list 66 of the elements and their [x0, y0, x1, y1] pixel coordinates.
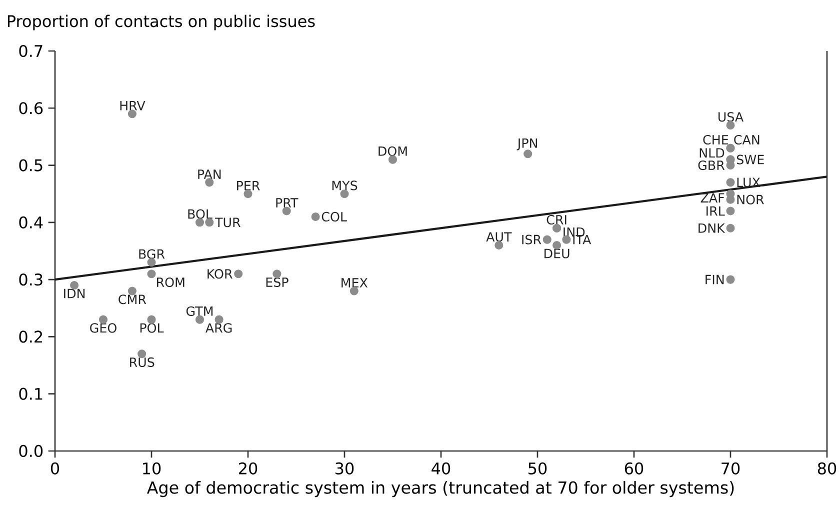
annotation: HRV	[120, 101, 146, 110]
annotation: TUR	[214, 218, 240, 228]
y-tick-label: 0.3	[19, 274, 42, 286]
annotation: GBR	[698, 160, 725, 170]
y-tick-label: 0.0	[19, 444, 43, 458]
annotation: ARG	[206, 323, 232, 333]
x-axis-title: Age of democratic system in years (truncated at 70 for older systems)	[146, 480, 734, 498]
annotation: SWE	[736, 154, 764, 164]
annotation: USA	[718, 112, 744, 122]
annotation: JPN	[516, 138, 538, 150]
annotation: BGR	[139, 249, 165, 259]
y-tick-label: 0.2	[19, 330, 42, 343]
annotation: ZAF	[700, 193, 724, 202]
point	[205, 218, 214, 227]
x-tick-label: 0	[50, 462, 60, 474]
point	[311, 212, 320, 221]
annotation: IRL	[706, 206, 725, 216]
y-axis-title: Proportion of contacts on public issues	[8, 14, 315, 30]
point	[234, 270, 243, 278]
annotation: ESP	[266, 277, 288, 288]
annotation: ROM	[157, 277, 184, 288]
x-tick-label: 40	[432, 462, 450, 474]
y-tick-label: 0.7	[19, 44, 42, 58]
annotation: AUT	[486, 232, 512, 242]
annotation: MYS	[332, 180, 358, 190]
annotation: KOR	[208, 269, 232, 279]
y-tick-label: 0.6	[19, 102, 43, 114]
y-tick-label: 0.4	[19, 216, 43, 228]
point	[726, 206, 735, 216]
annotation: FIN	[706, 274, 724, 284]
y-tick-label: 0.5	[19, 159, 42, 172]
annotation: PER	[237, 181, 260, 190]
annotation: NLD	[700, 148, 724, 158]
annotation: CRI	[546, 214, 566, 225]
annotation: POL	[140, 323, 164, 333]
annotation: DEU	[544, 248, 570, 258]
annotation: ISR	[522, 234, 542, 244]
annotation: CMR	[118, 294, 146, 304]
point	[726, 178, 735, 187]
annotation: DOM	[378, 146, 407, 156]
annotation: COL	[322, 212, 347, 222]
x-tick-label: 20	[238, 462, 258, 474]
annotation: PAN	[198, 170, 221, 179]
x-tick-label: 70	[722, 462, 740, 474]
annotation: LUX	[737, 178, 760, 188]
annotation: GEO	[90, 323, 116, 333]
annotation: NOR	[737, 194, 764, 204]
point	[726, 224, 735, 232]
annotation: CHE	[703, 134, 728, 145]
annotation: CAN	[734, 134, 760, 145]
point	[542, 235, 552, 244]
annotation: MEX	[342, 278, 368, 288]
annotation: IDN	[64, 288, 85, 298]
x-tick-label: 30	[336, 462, 354, 474]
annotation: GTM	[186, 306, 213, 316]
point	[726, 275, 735, 284]
annotation: PRT	[276, 198, 298, 208]
y-tick-label: 0.1	[19, 388, 42, 400]
annotation: RUS	[130, 357, 154, 368]
annotation: DNK	[698, 224, 726, 233]
x-tick-label: 10	[143, 462, 161, 474]
point	[147, 270, 156, 278]
x-tick-label: 60	[624, 462, 644, 474]
x-tick-label: 50	[528, 462, 547, 474]
annotation: BOL	[188, 209, 212, 219]
x-tick-label: 80	[818, 462, 836, 474]
